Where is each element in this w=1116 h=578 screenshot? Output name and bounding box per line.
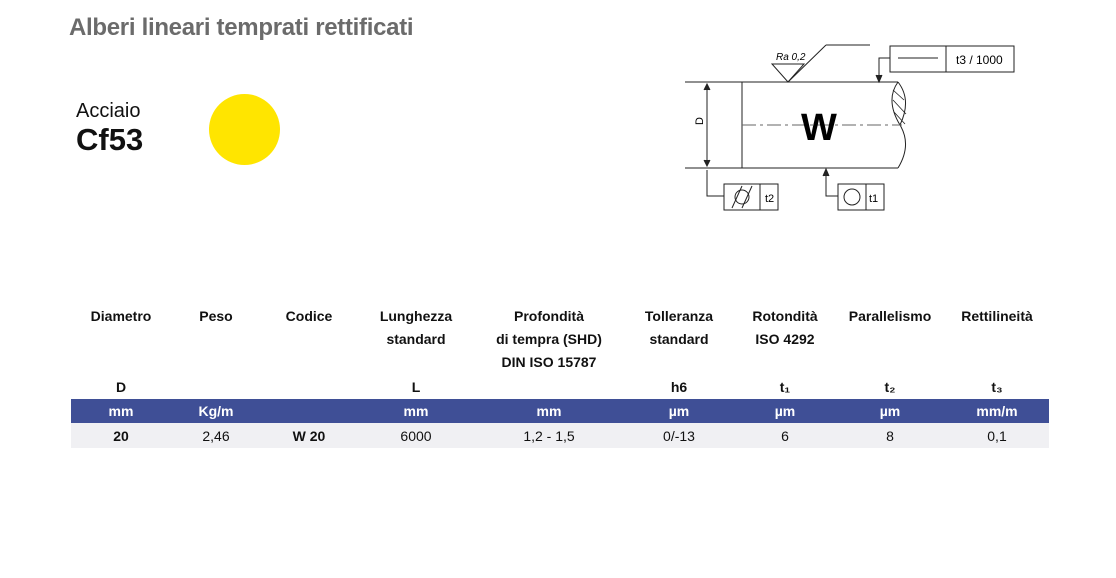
column-header: Tolleranza standard — [624, 305, 734, 351]
column-header: Lunghezza standard — [361, 305, 471, 351]
table-cell: 2,46 — [202, 428, 230, 444]
column-header: Parallelismo — [835, 305, 945, 328]
column-header: Rettilineità — [942, 305, 1052, 328]
diameter-label: D — [694, 117, 706, 125]
column-unit: Kg/m — [198, 403, 234, 419]
column-header-line: standard — [386, 331, 446, 347]
shaft-letter: W — [801, 107, 837, 149]
column-unit: mm — [108, 403, 134, 419]
material-label: Acciaio — [76, 100, 141, 122]
column-header-line: ISO 4292 — [755, 331, 815, 347]
column-header-line: Rotondità — [752, 308, 818, 324]
column-symbol: h6 — [670, 379, 688, 395]
column-unit: mm — [536, 403, 562, 419]
units-bar — [71, 399, 1049, 423]
straightness-label: t3 / 1000 — [956, 53, 1003, 67]
column-header-line: DIN ISO 15787 — [501, 354, 597, 370]
table-cell: 0/-13 — [663, 428, 695, 444]
column-symbol: D — [115, 379, 127, 395]
column-symbol: t₁ — [779, 379, 791, 395]
roundness-label: t1 — [869, 193, 878, 205]
column-symbol: L — [411, 379, 421, 395]
shaft-tolerance-diagram: Ra 0,2 W D t3 / 1000 t2 t1 — [685, 44, 1015, 211]
column-unit: µm — [879, 403, 901, 419]
column-symbol: t₂ — [884, 379, 896, 395]
column-header: Peso — [161, 305, 271, 328]
column-header-line: di tempra (SHD) — [496, 331, 602, 347]
material-name: Cf53 — [76, 122, 144, 157]
column-unit: mm/m — [976, 403, 1018, 419]
column-header-line: Parallelismo — [848, 308, 932, 324]
column-header-line: Lunghezza — [379, 308, 453, 324]
column-header: Diametro — [66, 305, 176, 328]
column-header-line: Tolleranza — [644, 308, 714, 324]
table-cell: 0,1 — [987, 428, 1007, 444]
column-header-line: standard — [649, 331, 709, 347]
column-header: Rotondità ISO 4292 — [730, 305, 840, 351]
column-header-line: Peso — [199, 308, 233, 324]
page-title: Alberi lineari temprati rettificati — [69, 14, 414, 41]
column-unit: µm — [668, 403, 690, 419]
table-cell: 1,2 - 1,5 — [523, 428, 575, 444]
table-cell: W 20 — [292, 428, 326, 444]
column-header: Profondità di tempra (SHD) DIN ISO 15787 — [494, 305, 604, 374]
roughness-label: Ra 0,2 — [776, 52, 806, 63]
column-symbol: t₃ — [991, 379, 1003, 395]
column-header-line: Profondità — [514, 308, 584, 324]
table-cell: 6 — [781, 428, 789, 444]
column-header-line: Rettilineità — [961, 308, 1033, 324]
table-row — [71, 423, 1049, 448]
material-color-swatch — [209, 94, 280, 165]
column-unit: µm — [774, 403, 796, 419]
column-header: Codice — [254, 305, 364, 328]
column-unit: mm — [403, 403, 429, 419]
column-header-line: Codice — [285, 308, 333, 324]
parallelism-label: t2 — [765, 193, 774, 205]
table-cell: 6000 — [400, 428, 432, 444]
table-cell: 8 — [886, 428, 894, 444]
table-cell: 20 — [113, 428, 129, 444]
column-header-line: Diametro — [90, 308, 152, 324]
